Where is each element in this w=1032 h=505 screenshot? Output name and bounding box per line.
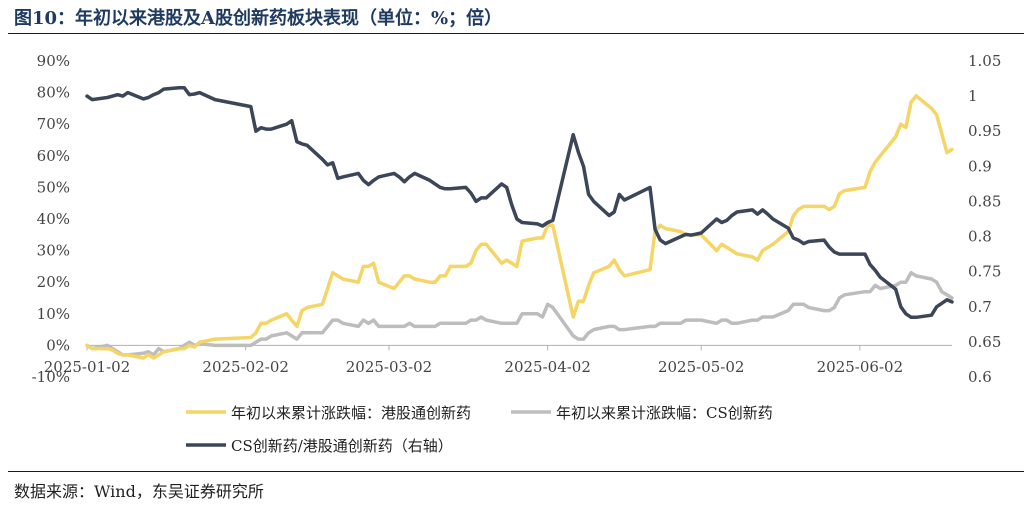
legend-label-1: 年初以来累计涨跌幅：港股通创新药: [231, 404, 471, 422]
y-left-tick-label: 80%: [37, 84, 70, 102]
legend-label-2: 年初以来累计涨跌幅：CS创新药: [556, 404, 773, 422]
y-left-tick-label: 50%: [37, 178, 70, 196]
x-tick-label: 2025-04-02: [504, 358, 590, 376]
x-tick-label: 2025-05-02: [658, 358, 744, 376]
x-tick-label: 2025-06-02: [817, 358, 903, 376]
y-left-tick-label: 90%: [37, 52, 70, 70]
series-line-3: [85, 85, 954, 320]
legend-label-3: CS创新药/港股通创新药（右轴）: [231, 437, 453, 455]
y-right-tick-label: 0.7: [968, 298, 992, 316]
bottom-rule: [8, 471, 1024, 472]
y-left-tick-label: 0%: [46, 336, 70, 354]
y-left-tick-label: 20%: [37, 273, 70, 291]
y-left-tick-label: 30%: [37, 242, 70, 260]
axes: 90% 80% 70% 60% 50% 40% 30% 20% 10% 0% -10% 1.05 1 0.…: [32, 52, 1002, 386]
series-lines: [85, 85, 954, 360]
y-right-tick-label: 0.75: [968, 263, 1001, 281]
y-right-tick-label: 0.95: [968, 122, 1001, 140]
y-right-tick-label: 0.6: [968, 368, 992, 386]
y-right-tick-label: 1.05: [968, 52, 1001, 70]
y-left-tick-label: -10%: [32, 368, 70, 386]
y-left-tick-label: 60%: [37, 147, 70, 165]
y-right-tick-label: 0.8: [968, 228, 992, 246]
legend: 年初以来累计涨跌幅：港股通创新药 年初以来累计涨跌幅：CS创新药 CS创新药/港股通…: [186, 404, 773, 455]
y-right-tick-label: 0.9: [968, 157, 992, 175]
y-right-tick-label: 0.85: [968, 192, 1001, 210]
y-right-tick-label: 0.65: [968, 333, 1001, 351]
top-rule: [8, 33, 1024, 34]
x-tick-label: 2025-01-02: [44, 358, 130, 376]
y-left-tick-label: 70%: [37, 115, 70, 133]
line-chart: 90% 80% 70% 60% 50% 40% 30% 20% 10% 0% -10% 1.05 1 0.…: [32, 52, 1002, 455]
y-right-tick-label: 1: [968, 87, 978, 105]
series-line-2: [85, 270, 954, 357]
series-line-1: [85, 94, 954, 360]
y-left-tick-label: 10%: [37, 305, 70, 323]
source-note: 数据来源：Wind，东吴证券研究所: [14, 482, 264, 501]
chart-title: 图10：年初以来港股及A股创新药板块表现（单位：%；倍）: [14, 8, 503, 29]
x-tick-label: 2025-02-02: [202, 358, 288, 376]
y-left-tick-label: 40%: [37, 210, 70, 228]
x-tick-label: 2025-03-02: [346, 358, 432, 376]
